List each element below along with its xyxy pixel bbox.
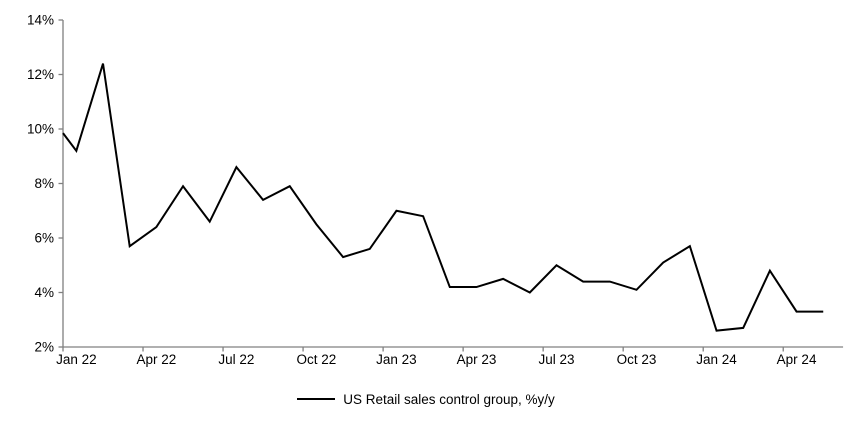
x-axis-label: Oct 23 [617,352,657,367]
x-axis-label: Oct 22 [297,352,337,367]
series-line [62,63,824,332]
legend: US Retail sales control group, %y/y [0,389,852,409]
x-axis-label: Jan 22 [56,352,97,367]
y-axis-label: 10% [27,122,54,137]
legend-label: US Retail sales control group, %y/y [343,391,555,407]
x-axis-label: Jan 23 [376,352,417,367]
legend-line-sample [297,398,336,400]
x-axis-label: Apr 23 [457,352,497,367]
x-axis-label: Apr 24 [777,352,817,367]
y-axis-label: 2% [34,340,54,355]
y-axis-label: 8% [34,176,54,191]
x-axis-label: Jul 23 [538,352,574,367]
x-axis-label: Jul 22 [218,352,254,367]
y-axis-label: 12% [27,67,54,82]
y-axis-label: 6% [34,231,54,246]
y-axis-label: 4% [34,285,54,300]
x-axis-label: Jan 24 [696,352,737,367]
x-axis-label: Apr 22 [136,352,176,367]
y-axis-label: 14% [27,13,54,28]
